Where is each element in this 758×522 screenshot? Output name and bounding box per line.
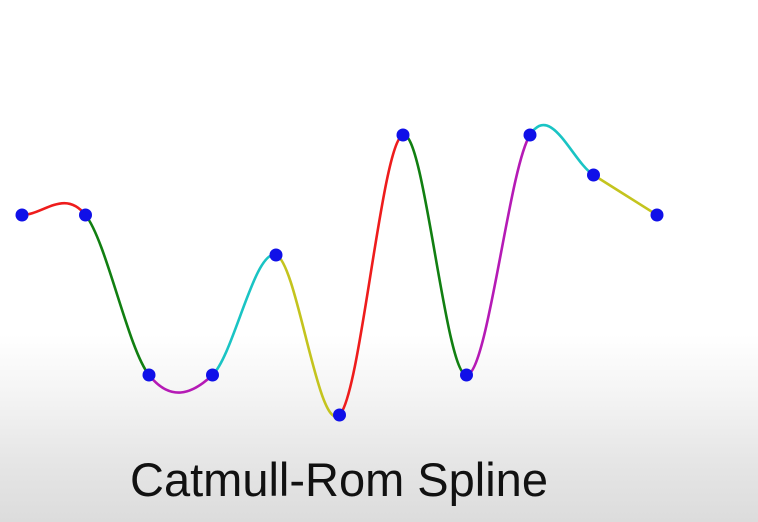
spline-segment-8: [465, 133, 532, 377]
spline-segment-4: [211, 253, 278, 377]
control-point-10: [587, 168, 600, 182]
control-point-11: [650, 208, 664, 222]
control-point-5: [269, 248, 283, 262]
spline-segment-7: [401, 133, 468, 377]
diagram-caption: Catmull-Rom Spline: [130, 453, 548, 506]
control-point-9: [523, 128, 537, 142]
control-point-3: [142, 368, 156, 382]
spline-segment-9: [528, 124, 595, 177]
control-point-2: [79, 208, 92, 222]
control-point-8: [460, 368, 473, 382]
spline-segment-3: [147, 373, 214, 394]
control-point-4: [206, 368, 219, 382]
spline-curve-group: [20, 124, 659, 418]
spline-segment-2: [84, 213, 151, 377]
spline-segment-10: [592, 173, 659, 217]
spline-segment-6: [338, 133, 405, 417]
control-point-6: [333, 408, 346, 422]
spline-segment-5: [274, 253, 341, 418]
spline-segment-1: [20, 201, 87, 217]
control-points-group: [15, 128, 664, 422]
control-point-7: [396, 128, 410, 142]
control-point-1: [15, 208, 29, 222]
